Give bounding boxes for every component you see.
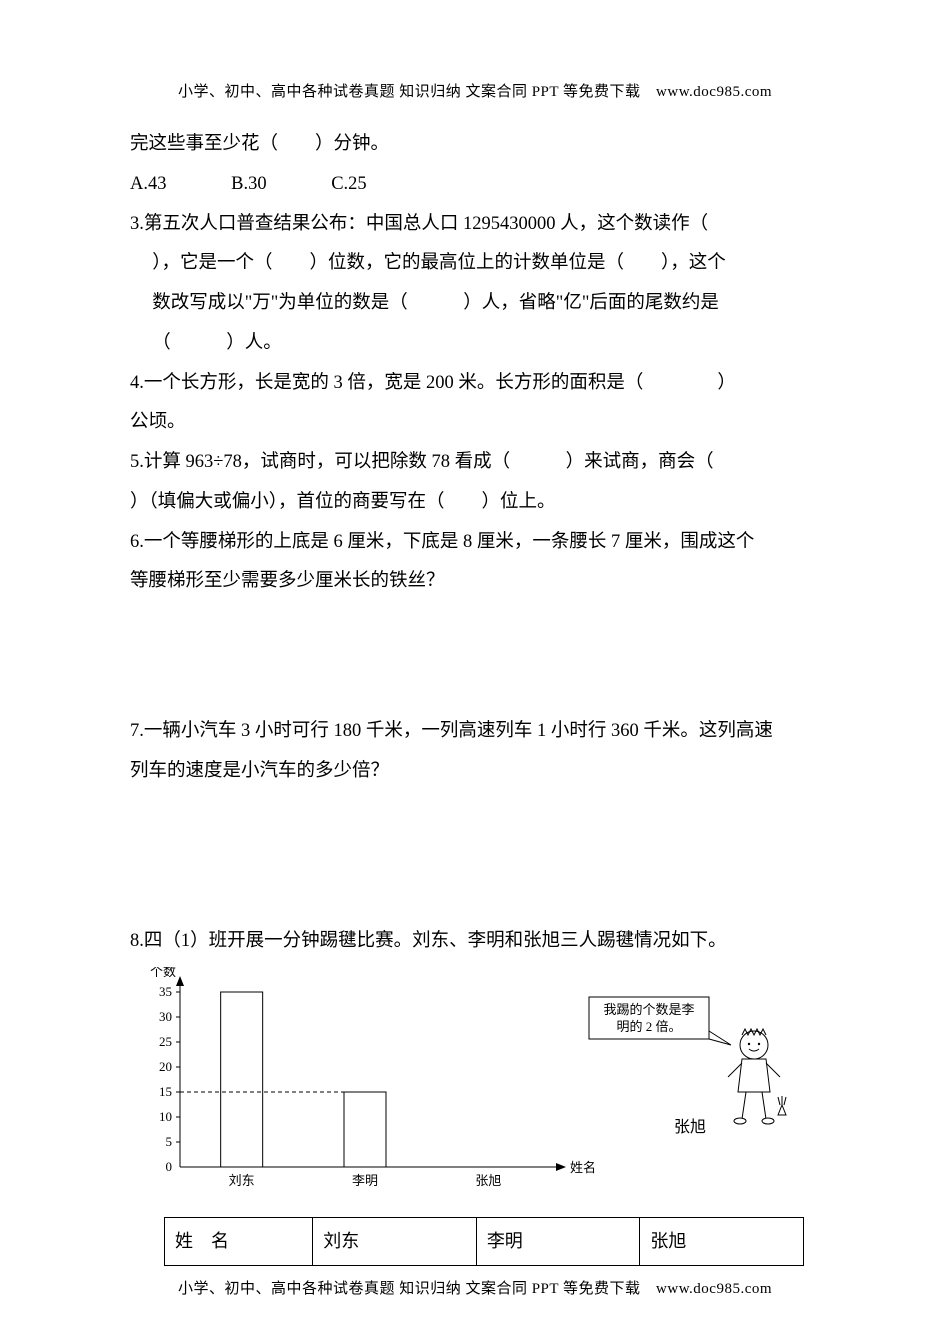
page-footer: 小学、初中、高中各种试卷真题 知识归纳 文案合同 PPT 等免费下载 www.d… — [0, 1277, 950, 1298]
q2-choices: A.43 B.30 C.25 — [130, 165, 820, 205]
q3-line2: ），它是一个（ ）位数，它的最高位上的计数单位是（ ），这个 — [130, 244, 820, 284]
svg-text:20: 20 — [159, 1059, 172, 1074]
svg-text:10: 10 — [159, 1109, 172, 1124]
q5-line2: ）（填偏大或偏小），首位的商要写在（ ）位上。 — [130, 483, 820, 523]
svg-text:5: 5 — [166, 1134, 173, 1149]
svg-text:25: 25 — [159, 1034, 172, 1049]
table-row: 姓 名 刘东 李明 张旭 — [165, 1218, 804, 1266]
svg-text:个数: 个数 — [150, 967, 176, 979]
q8-line1: 8.四（1）班开展一分钟踢毽比赛。刘东、李明和张旭三人踢毽情况如下。 — [130, 922, 820, 962]
q2-choice-a: A.43 — [130, 174, 167, 194]
svg-text:30: 30 — [159, 1009, 172, 1024]
content-area: 完这些事至少花（ ）分钟。 A.43 B.30 C.25 3.第五次人口普查结果… — [130, 125, 820, 1266]
svg-text:15: 15 — [159, 1084, 172, 1099]
q3-line1: 3.第五次人口普查结果公布：中国总人口 1295430000 人，这个数读作（ — [130, 205, 820, 245]
svg-text:我踢的个数是李: 我踢的个数是李 — [603, 1002, 694, 1017]
table-col-3: 张旭 — [640, 1218, 804, 1266]
page-header: 小学、初中、高中各种试卷真题 知识归纳 文案合同 PPT 等免费下载 www.d… — [130, 80, 820, 101]
q7-line2: 列车的速度是小汽车的多少倍？ — [130, 752, 820, 792]
q3-line3: 数改写成以"万"为单位的数是（ ）人，省略"亿"后面的尾数约是 — [130, 284, 820, 324]
table-col-1: 刘东 — [313, 1218, 477, 1266]
svg-text:刘东: 刘东 — [229, 1173, 255, 1188]
q4-line2: 公顷。 — [130, 403, 820, 443]
q6-line2: 等腰梯形至少需要多少厘米长的铁丝？ — [130, 562, 820, 602]
svg-text:张旭: 张旭 — [674, 1118, 706, 1136]
chart-svg: 个数姓名 0 5 10 15 20 25 30 35 刘东 李明 张旭 我踢的个数是李明的 2 倍。张旭 — [134, 967, 794, 1197]
q6-line1: 6.一个等腰梯形的上底是 6 厘米，下底是 8 厘米，一条腰长 7 厘米，围成这… — [130, 523, 820, 563]
bar-chart: 个数姓名 0 5 10 15 20 25 30 35 刘东 李明 张旭 我踢的个数是李明的 2 倍。张旭 — [134, 967, 820, 1213]
svg-text:张旭: 张旭 — [475, 1173, 501, 1188]
table-col-2: 李明 — [476, 1218, 640, 1266]
svg-text:0: 0 — [166, 1159, 173, 1174]
svg-text:明的 2 倍。: 明的 2 倍。 — [616, 1019, 681, 1034]
svg-text:35: 35 — [159, 984, 172, 999]
q7-work-space — [130, 792, 820, 922]
q2-continuation: 完这些事至少花（ ）分钟。 — [130, 125, 820, 165]
table-header-name: 姓 名 — [165, 1218, 313, 1266]
q6-work-space — [130, 602, 820, 712]
data-table: 姓 名 刘东 李明 张旭 — [164, 1217, 804, 1266]
q7-line1: 7.一辆小汽车 3 小时可行 180 千米，一列高速列车 1 小时行 360 千… — [130, 712, 820, 752]
q3-line4: （ ）人。 — [130, 324, 820, 364]
q5-line1: 5.计算 963÷78，试商时，可以把除数 78 看成（ ）来试商，商会（ — [130, 443, 820, 483]
q4-line1: 4.一个长方形，长是宽的 3 倍，宽是 200 米。长方形的面积是（ ） — [130, 364, 820, 404]
svg-text:李明: 李明 — [352, 1173, 378, 1188]
page: 小学、初中、高中各种试卷真题 知识归纳 文案合同 PPT 等免费下载 www.d… — [0, 0, 950, 1344]
q2-choice-c: C.25 — [331, 174, 366, 194]
svg-text:姓名: 姓名 — [570, 1160, 596, 1175]
q2-choice-b: B.30 — [231, 174, 266, 194]
